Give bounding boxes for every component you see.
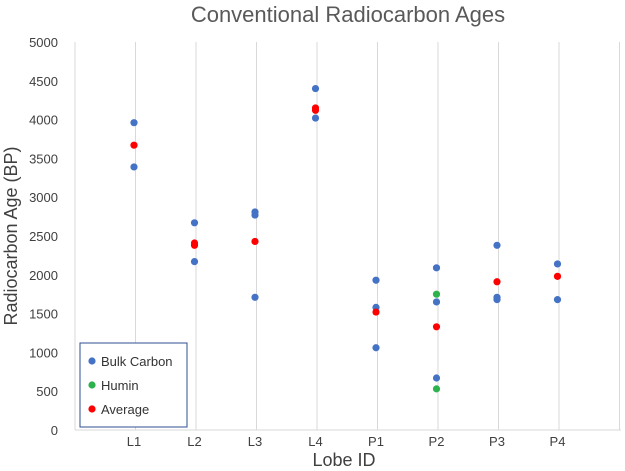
legend-marker-bulk-carbon [88, 357, 96, 365]
average-point [251, 237, 259, 246]
legend-marker-humin [88, 381, 96, 389]
bulk-carbon-point [251, 293, 259, 301]
y-tick-label: 0 [51, 423, 58, 438]
y-tick-label: 5000 [29, 35, 58, 50]
legend-label-humin: Humin [101, 378, 139, 393]
bulk-carbon-point [553, 260, 562, 268]
bulk-carbon-point [553, 296, 562, 304]
x-axis-ticks: L1 L2 L3 L4 P1 P2 P3 P4 [127, 434, 566, 449]
bulk-carbon-point [432, 298, 441, 306]
bulk-carbon-point [311, 114, 320, 122]
humin-point [432, 290, 441, 298]
bulk-carbon-point [432, 374, 441, 382]
y-tick-label: 500 [36, 384, 58, 399]
x-tick-label: P4 [550, 434, 566, 449]
legend-marker-average [88, 405, 96, 413]
x-tick-label: P2 [429, 434, 445, 449]
legend-box [79, 342, 188, 428]
legend-label-bulk-carbon: Bulk Carbon [101, 354, 173, 369]
x-axis-label: Lobe ID [312, 450, 375, 470]
data-points [130, 84, 562, 393]
average-point [372, 308, 380, 316]
bulk-carbon-point [130, 163, 138, 171]
legend: Bulk Carbon Humin Average [79, 342, 188, 428]
y-tick-label: 2000 [29, 268, 58, 283]
x-tick-label: L3 [248, 434, 262, 449]
bulk-carbon-point [372, 276, 380, 284]
bulk-carbon-point [190, 219, 199, 227]
y-tick-label: 1500 [29, 307, 58, 322]
y-tick-label: 1000 [29, 345, 58, 360]
bulk-carbon-point [251, 211, 259, 219]
bulk-carbon-point [493, 296, 501, 304]
bulk-carbon-point [493, 241, 501, 249]
y-tick-label: 4000 [29, 113, 58, 128]
bulk-carbon-point [190, 258, 199, 266]
x-tick-label: P3 [489, 434, 505, 449]
bulk-carbon-point [432, 264, 441, 272]
average-point [493, 278, 501, 286]
average-point [432, 323, 441, 331]
legend-label-average: Average [101, 402, 149, 417]
x-tick-label: P1 [368, 434, 384, 449]
average-point [553, 272, 562, 280]
chart-title: Conventional Radiocarbon Ages [191, 2, 505, 27]
y-tick-label: 3000 [29, 190, 58, 205]
y-tick-label: 3500 [29, 151, 58, 166]
x-tick-label: L1 [127, 434, 141, 449]
average-point [130, 141, 138, 149]
bulk-carbon-point [311, 84, 320, 93]
bulk-carbon-point [372, 344, 380, 352]
x-tick-label: L4 [308, 434, 322, 449]
y-axis-label: Radiocarbon Age (BP) [1, 146, 21, 325]
y-axis-ticks: 0 500 1000 1500 2000 2500 3000 3500 4000 4500 5000 [29, 35, 58, 438]
grid [74, 42, 621, 431]
humin-point [432, 385, 441, 393]
bulk-carbon-point [130, 119, 138, 127]
x-tick-label: L2 [187, 434, 201, 449]
y-tick-label: 4500 [29, 74, 58, 89]
y-tick-label: 2500 [29, 229, 58, 244]
average-point [190, 241, 199, 249]
average-point [311, 106, 320, 114]
